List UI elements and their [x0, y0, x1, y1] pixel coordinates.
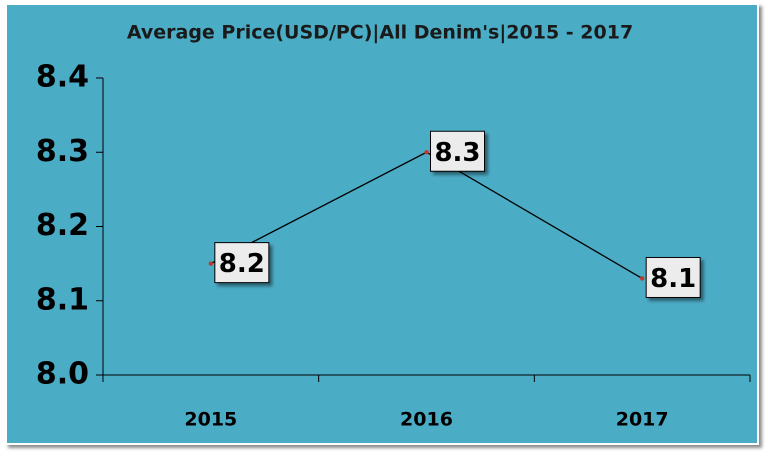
chart-title: Average Price(USD/PC)|All Denim's|2015 -… — [127, 22, 633, 44]
data-label-text: 8.3 — [434, 138, 480, 168]
data-label-box — [430, 130, 485, 172]
data-label-text: 8.1 — [650, 264, 696, 294]
y-tick-label: 8.3 — [36, 134, 89, 169]
x-tick-label: 2016 — [400, 409, 453, 431]
point — [639, 276, 645, 281]
point — [424, 150, 429, 155]
y-tick-label: 8.1 — [36, 282, 89, 317]
data-label: 8.2 — [214, 242, 270, 284]
x-tick-label: 2015 — [184, 409, 237, 431]
data-label-box — [214, 242, 270, 284]
y-tick-label: 8.4 — [36, 60, 89, 95]
y-tick-label: 8.2 — [36, 208, 89, 243]
data-label-text: 8.2 — [219, 249, 265, 279]
x-tick-label: 2017 — [616, 409, 669, 431]
data-label-box — [645, 256, 701, 298]
y-tick-label: 8.0 — [36, 357, 89, 392]
data-label: 8.3 — [430, 130, 485, 172]
point — [208, 261, 214, 266]
chart-background — [5, 3, 759, 445]
data-label: 8.1 — [645, 256, 701, 298]
